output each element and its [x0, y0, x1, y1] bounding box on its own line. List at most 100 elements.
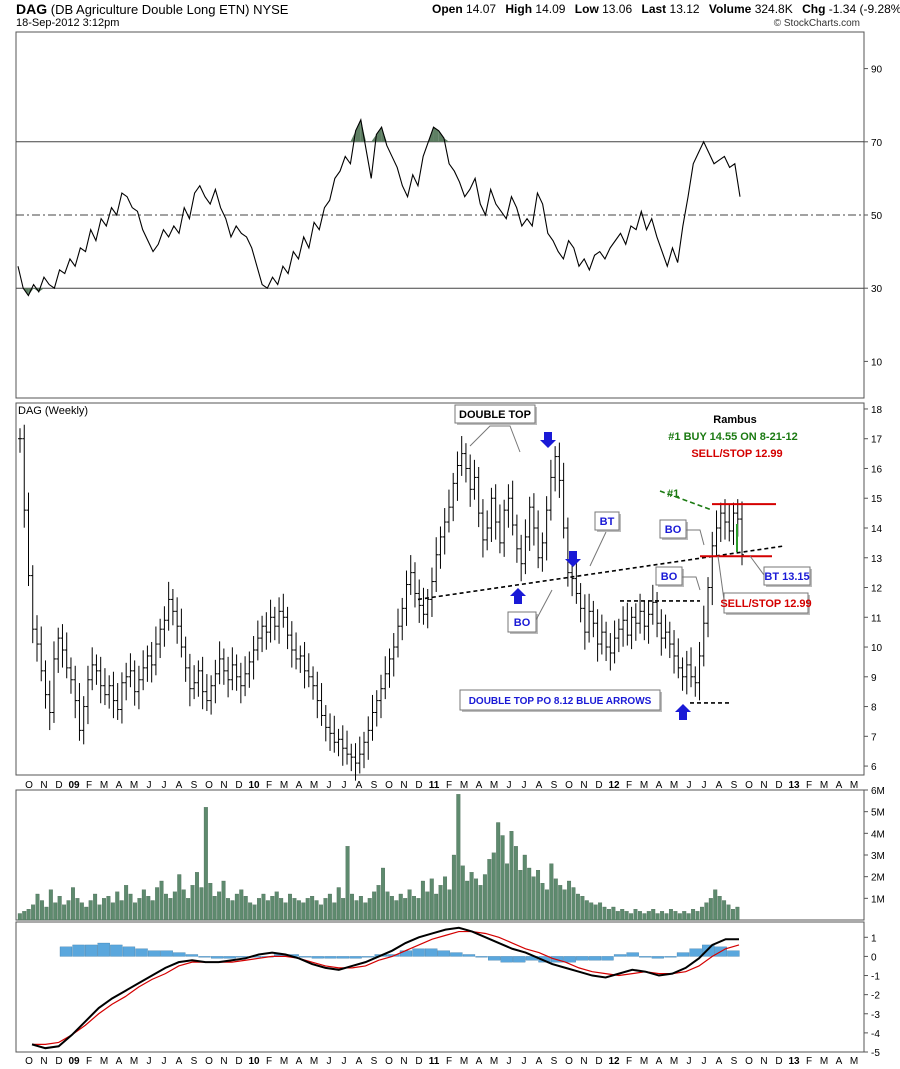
ohlc-bar: [387, 648, 392, 688]
volume-bar: [642, 913, 647, 921]
bt-level-pointer: [749, 555, 765, 576]
ohlc-bar: [425, 589, 430, 629]
double-top-pointer: [469, 425, 521, 453]
volume-bar: [186, 898, 191, 921]
macd-histogram-bar: [563, 956, 576, 963]
volume-bar: [190, 885, 195, 921]
ohlc-bar: [680, 657, 685, 691]
ohlc-bar: [451, 472, 456, 522]
volume-axis-tick-label: 6M: [871, 786, 885, 797]
volume-bar: [26, 909, 31, 921]
volume-bar: [296, 900, 301, 921]
volume-bar: [53, 902, 58, 921]
rsi-axis-tick-label: 30: [871, 284, 883, 295]
ohlc-bar: [226, 656, 231, 698]
price-x-axis-label: A: [836, 780, 843, 791]
ohlc-bar: [480, 499, 485, 558]
volume-bar: [611, 906, 616, 921]
volume-bar: [319, 904, 323, 921]
ohlc-bar: [544, 496, 549, 561]
bo-lower-pointer: [535, 589, 553, 621]
bt-callout-text: BT: [600, 516, 615, 528]
macd-x-axis-label: J: [327, 1056, 332, 1067]
volume-bar: [217, 891, 222, 921]
volume-bar: [367, 898, 372, 921]
volume-bar: [265, 900, 270, 921]
macd-x-axis-label: D: [595, 1056, 602, 1067]
breakdown-arrow-down-icon: [565, 551, 581, 567]
price-x-axis-label: D: [775, 780, 782, 791]
ohlc-bar: [667, 621, 672, 659]
volume-bar: [327, 893, 332, 921]
macd-x-axis-label: J: [687, 1056, 692, 1067]
ohlc-bar: [234, 654, 239, 691]
volume-bar: [239, 889, 244, 921]
macd-histogram-bar: [588, 956, 602, 961]
ohlc-bar: [714, 510, 719, 557]
price-panel-title: DAG (Weekly): [18, 405, 88, 417]
ohlc-bar: [170, 589, 175, 626]
volume-bar: [124, 885, 129, 921]
ohlc-bar: [336, 728, 341, 757]
volume-bar: [478, 885, 483, 921]
volume-bar: [119, 900, 124, 921]
macd-x-axis-label: 13: [788, 1056, 800, 1067]
volume-bar: [248, 902, 253, 921]
ohlc-bar: [646, 600, 651, 644]
volume-bar: [637, 911, 642, 921]
macd-x-axis-label: M: [310, 1056, 318, 1067]
volume-bar: [482, 874, 487, 921]
volume-bar: [726, 904, 731, 921]
ohlc-bar: [710, 531, 715, 606]
ohlc-bar: [145, 645, 150, 682]
ohlc-bar: [642, 600, 647, 641]
macd-x-axis-label: 09: [68, 1056, 80, 1067]
macd-x-axis-label: F: [266, 1056, 272, 1067]
volume-bar: [602, 906, 607, 921]
ohlc-bar: [179, 608, 184, 658]
macd-histogram-bar: [487, 956, 501, 961]
volume-bar: [155, 887, 160, 921]
ohlc-bar: [553, 446, 558, 492]
volume-bar: [252, 904, 257, 921]
macd-histogram-bar: [425, 948, 438, 957]
high-value: 14.09: [535, 2, 566, 16]
price-x-axis-label: N: [760, 780, 767, 791]
ohlc-bar: [289, 621, 294, 668]
ohlc-bar: [463, 443, 468, 483]
volume-bar: [443, 876, 448, 921]
ohlc-bar: [64, 632, 69, 679]
volume-bar: [398, 893, 403, 921]
volume-axis-tick-label: 4M: [871, 829, 885, 840]
ohlc-bar: [391, 633, 396, 677]
ohlc-bar: [68, 657, 73, 694]
ohlc-bar: [323, 705, 328, 742]
macd-x-axis-label: O: [385, 1056, 393, 1067]
ohlc-bar: [740, 501, 744, 566]
volume-bar: [673, 911, 678, 921]
macd-histogram-bar: [223, 956, 236, 959]
volume-bar: [522, 854, 527, 921]
volume-bar: [288, 893, 292, 921]
ohlc-bar: [268, 599, 273, 643]
volume-bar: [593, 904, 598, 921]
macd-x-axis-label: J: [507, 1056, 512, 1067]
macd-x-axis-label: A: [836, 1056, 843, 1067]
macd-x-axis-label: J: [162, 1056, 167, 1067]
ohlc-bar: [706, 577, 711, 638]
volume-bar: [31, 904, 36, 921]
macd-histogram-bar: [135, 948, 148, 957]
volume-bar: [137, 898, 142, 921]
bo-callout-lower-box: [507, 611, 537, 633]
bo-callout-upper: BO: [659, 519, 688, 540]
ohlc-bar: [200, 656, 205, 710]
ohlc-bar: [366, 716, 371, 760]
macd-x-axis-label: J: [342, 1056, 347, 1067]
volume-bar: [146, 896, 151, 921]
volume-bar: [234, 893, 239, 921]
ohlc-bar: [434, 537, 439, 592]
double-top-arrow-down-icon: [540, 432, 556, 448]
volume-bar: [469, 872, 474, 921]
ohlc-bar: [672, 630, 677, 674]
ohlc-bar: [408, 555, 413, 595]
